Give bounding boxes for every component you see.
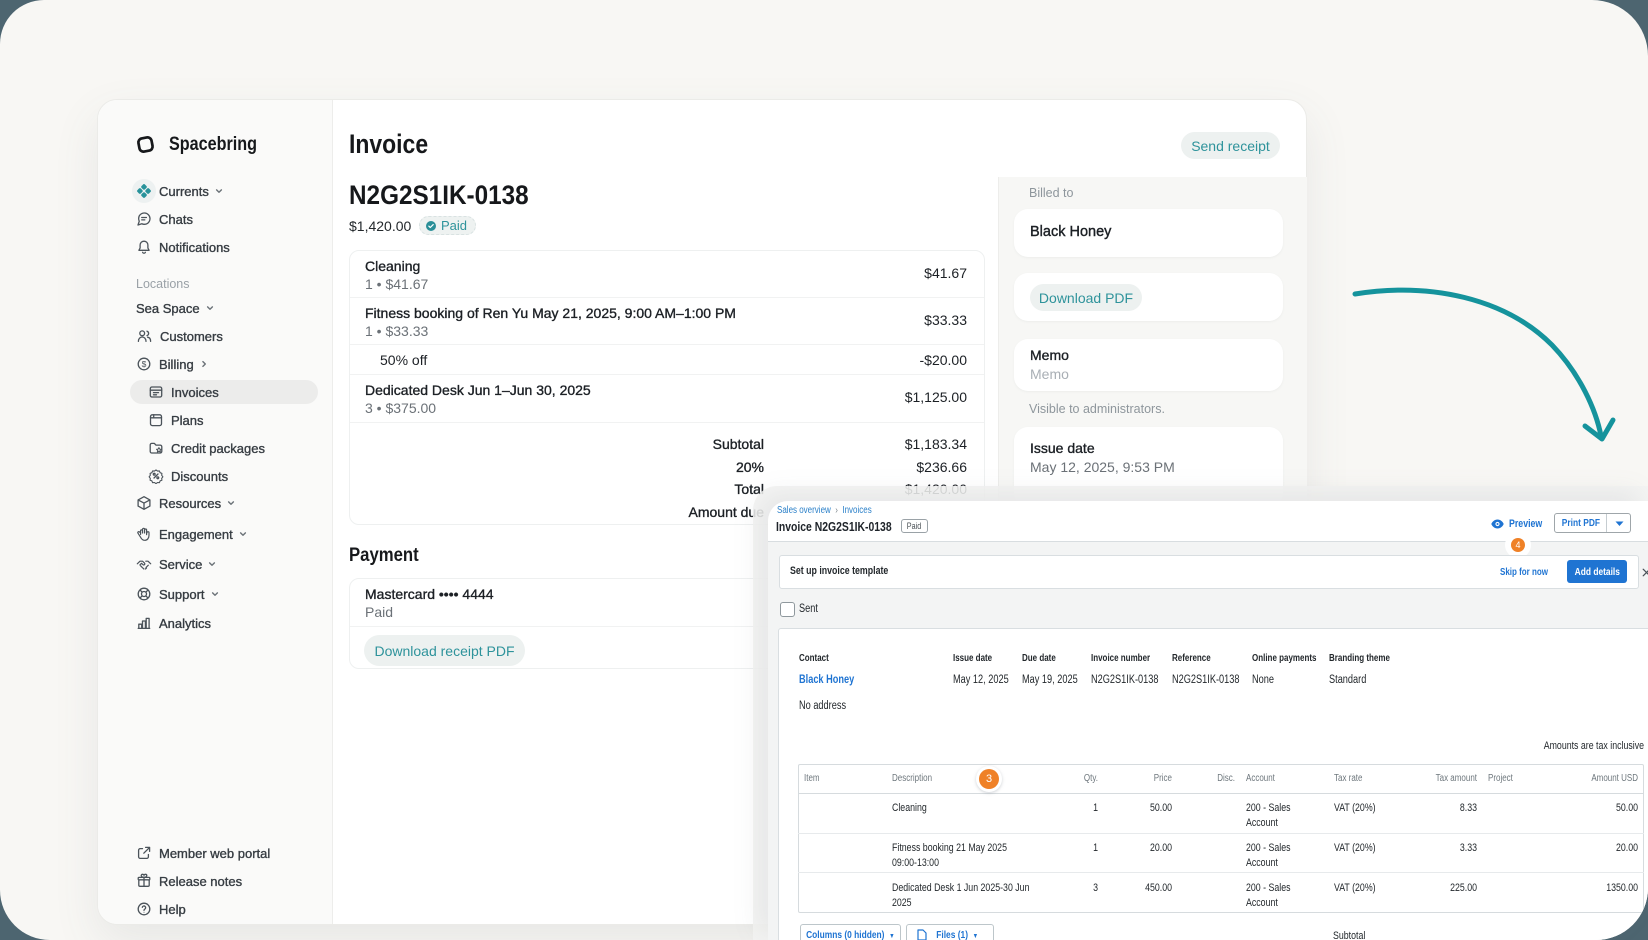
svg-text:$: $ xyxy=(142,359,147,369)
